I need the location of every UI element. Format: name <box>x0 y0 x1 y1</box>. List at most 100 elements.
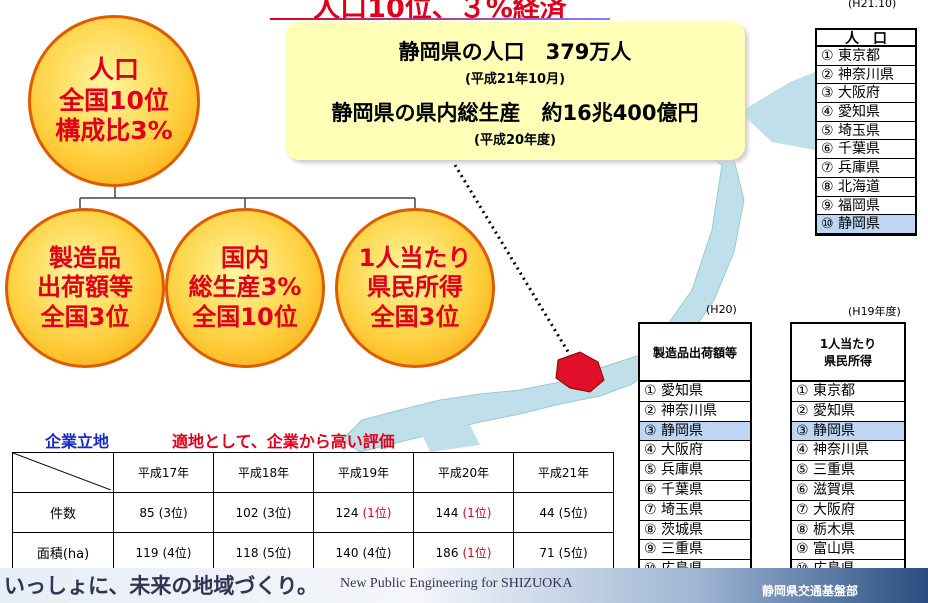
slide: 人口10位、３%経済 人口全国10位構成比3% 静岡県の人口 379万人 (平成… <box>0 0 928 603</box>
cell-rank: (1位) <box>362 506 391 520</box>
circle-line: 県民所得 <box>367 273 463 302</box>
circle-line: 製造品 <box>49 244 121 273</box>
cell-number: 85 <box>139 506 154 520</box>
ranking-header: 製造品出荷額等 <box>640 324 750 382</box>
column-header: 平成21年 <box>514 453 614 493</box>
circle-line: 全国3位 <box>41 303 130 332</box>
circle-line: 国内 <box>221 244 269 273</box>
cell-number: 124 <box>336 506 359 520</box>
ranking-row: ④ 神奈川県 <box>792 441 904 461</box>
ranking-row: ③ 静岡県 <box>792 422 904 442</box>
corner-cell <box>13 453 114 493</box>
data-cell: 119(4位) <box>114 533 214 573</box>
ranking-row: ② 愛知県 <box>792 402 904 422</box>
column-header: 平成18年 <box>214 453 314 493</box>
circle-line: 総生産3% <box>189 273 302 302</box>
cell-rank: (1位) <box>462 546 491 560</box>
ranking-row: ⑩ 静岡県 <box>817 215 915 234</box>
data-cell: 144(1位) <box>414 493 514 533</box>
data-cell: 140(4位) <box>314 533 414 573</box>
map-hokkaido <box>740 72 815 150</box>
cell-number: 102 <box>236 506 259 520</box>
ranking-row: ⑤ 兵庫県 <box>640 461 750 481</box>
population-circle: 人口全国10位構成比3% <box>28 15 200 187</box>
ranking-row: ① 東京都 <box>792 382 904 402</box>
diagonal <box>13 453 111 490</box>
cell-rank: (3位) <box>159 506 188 520</box>
ranking-row: ② 神奈川県 <box>640 402 750 422</box>
ranking-row: ③ 大阪府 <box>817 84 915 103</box>
ranking-row: ⑦ 兵庫県 <box>817 159 915 178</box>
cell-number: 118 <box>236 546 259 560</box>
cell-rank: (3位) <box>262 506 291 520</box>
header-line: 県民所得 <box>792 352 904 369</box>
cell-rank: (4位) <box>162 546 191 560</box>
ranking-row: ⑨ 富山県 <box>792 540 904 560</box>
stat-circle: 1人当たり県民所得全国3位 <box>335 208 495 368</box>
row-label: 件数 <box>13 493 114 533</box>
siting-label: 企業立地 <box>45 428 109 452</box>
summary-box: 静岡県の人口 379万人 (平成21年10月) 静岡県の県内総生産 約16兆40… <box>285 22 745 160</box>
cell-rank: (5位) <box>262 546 291 560</box>
column-header: 平成17年 <box>114 453 214 493</box>
ranking-header: 人 口 <box>817 30 915 47</box>
column-header: 平成20年 <box>414 453 514 493</box>
data-cell: 85 (3位) <box>114 493 214 533</box>
header-line: 1人当たり <box>792 335 904 352</box>
data-cell: 124(1位) <box>314 493 414 533</box>
circle-line: 構成比3% <box>55 116 172 147</box>
population-date: (平成21年10月) <box>285 68 745 87</box>
ranking-row: ④ 大阪府 <box>640 441 750 461</box>
header-line: 製造品出荷額等 <box>640 344 750 361</box>
data-row: 面積(ha)119(4位)118(5位)140(4位)186(1位)71(5位) <box>13 533 614 573</box>
ranking-row: ⑦ 大阪府 <box>792 501 904 521</box>
ranking-header: 1人当たり県民所得 <box>792 324 904 382</box>
department: 静岡県交通基盤部 <box>762 582 858 599</box>
slogan: いっしょに、未来の地域づくり。 <box>4 570 318 600</box>
ranking-note: (H21.10) <box>848 0 896 10</box>
data-cell: 44(5位) <box>514 493 614 533</box>
ranking-row: ⑤ 埼玉県 <box>817 122 915 141</box>
circle-line: 人口 <box>89 55 139 86</box>
cell-number: 186 <box>436 546 459 560</box>
cell-number: 144 <box>436 506 459 520</box>
cell-rank: (5位) <box>559 546 588 560</box>
circle-line: 出荷額等 <box>37 273 133 302</box>
ranking-row: ⑨ 三重県 <box>640 540 750 560</box>
ranking-note: (H20) <box>706 303 737 316</box>
header-row: 平成17年平成18年平成19年平成20年平成21年 <box>13 453 614 493</box>
ranking-row: ④ 愛知県 <box>817 103 915 122</box>
cell-number: 71 <box>539 546 554 560</box>
cell-rank: (4位) <box>362 546 391 560</box>
ranking-row: ⑥ 滋賀県 <box>792 481 904 501</box>
circle-line: 全国10位 <box>59 86 169 117</box>
ranking-row: ② 神奈川県 <box>817 66 915 85</box>
cell-number: 140 <box>336 546 359 560</box>
population: 静岡県の人口 379万人 <box>285 36 745 66</box>
ranking-row: ⑧ 栃木県 <box>792 521 904 541</box>
title-underline <box>270 18 610 20</box>
ranking-row: ① 東京都 <box>817 47 915 66</box>
cell-rank: (1位) <box>462 506 491 520</box>
ranking-row: ⑦ 埼玉県 <box>640 501 750 521</box>
ranking-row: ⑧ 北海道 <box>817 178 915 197</box>
slogan-english: New Public Engineering for SHIZUOKA <box>340 576 573 592</box>
ranking-row: ⑥ 千葉県 <box>640 481 750 501</box>
stat-circle: 製造品出荷額等全国3位 <box>5 208 165 368</box>
gdp: 静岡県の県内総生産 約16兆400億円 <box>285 97 745 127</box>
cell-number: 44 <box>539 506 554 520</box>
row-label: 面積(ha) <box>13 533 114 573</box>
column-header: 平成19年 <box>314 453 414 493</box>
circle-line: 全国3位 <box>371 303 460 332</box>
circle-line: 1人当たり <box>359 244 472 273</box>
ranking-note: (H19年度) <box>848 303 901 319</box>
circle-line: 全国10位 <box>192 303 297 332</box>
footer: いっしょに、未来の地域づくり。 New Public Engineering f… <box>0 568 928 603</box>
data-cell: 71 (5位) <box>514 533 614 573</box>
cell-number: 119 <box>136 546 159 560</box>
